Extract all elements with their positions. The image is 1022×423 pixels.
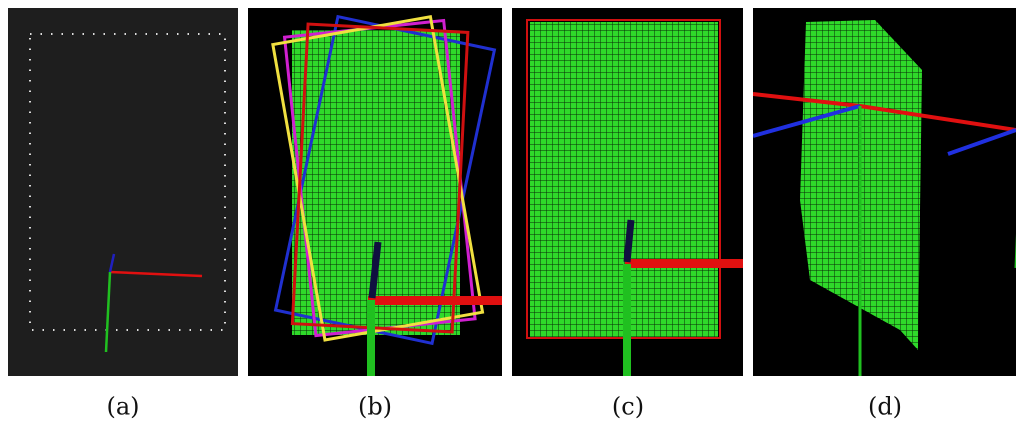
panel-b bbox=[248, 8, 508, 380]
panel-c bbox=[512, 8, 745, 379]
x-axis bbox=[368, 296, 508, 305]
z-axis bbox=[627, 220, 631, 262]
caption: (b) bbox=[358, 393, 392, 421]
panel-d bbox=[753, 8, 1022, 376]
caption: (d) bbox=[868, 393, 902, 421]
y-axis bbox=[623, 264, 631, 379]
caption: (c) bbox=[612, 393, 644, 421]
figure: (a) (b) (c) (d) bbox=[0, 0, 1022, 423]
page: {"panels": [{"caption": "(a)"}, {"captio… bbox=[0, 0, 1022, 423]
panel-a bbox=[8, 8, 238, 376]
caption: (a) bbox=[106, 393, 139, 421]
panel-background bbox=[8, 8, 238, 376]
y-axis-right bbox=[1016, 130, 1022, 268]
y-axis bbox=[367, 300, 375, 380]
x-axis bbox=[625, 259, 745, 268]
